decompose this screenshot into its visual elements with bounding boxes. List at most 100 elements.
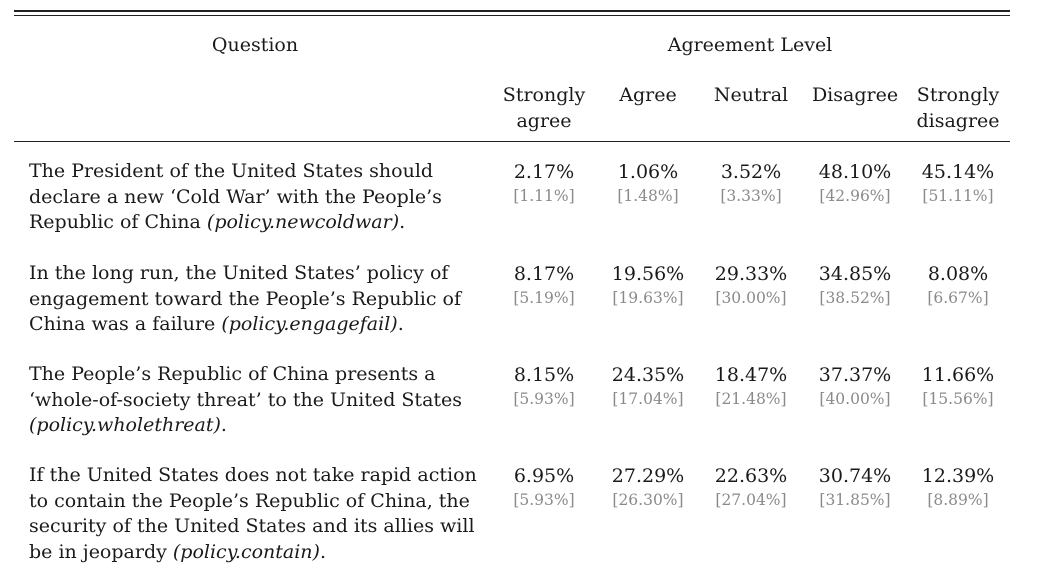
question-line: In the long run, the United States’ poli… (29, 262, 449, 284)
percent-value: 18.47% (714, 364, 788, 386)
top-rule-outer (14, 10, 1010, 12)
question-line: be in jeopardy (policy.contain). (29, 540, 489, 566)
question-text-row-2: In the long run, the United States’ poli… (29, 261, 489, 338)
benchmark-value: [51.11%] (922, 187, 994, 205)
question-text-row-3: The People’s Republic of China presents … (29, 362, 489, 439)
benchmark-value: [1.11%] (513, 187, 575, 205)
percent-value: 29.33% (714, 263, 788, 285)
benchmark-value: [38.52%] (819, 289, 891, 307)
col-header-line2: disagree (916, 110, 1000, 132)
question-line: The People’s Republic of China presents … (29, 363, 436, 385)
question-line: China was a failure (policy.engagefail). (29, 312, 489, 338)
top-rule-inner (14, 15, 1010, 17)
benchmark-value: [1.48%] (617, 187, 679, 205)
col-header-line1: Disagree (811, 84, 899, 106)
col-header-neutral: Neutral (701, 82, 801, 108)
percent-value: 1.06% (617, 161, 679, 183)
question-suffix: . (399, 211, 406, 233)
percent-value: 45.14% (921, 161, 995, 183)
cell-strongly-agree: 8.15% [5.93%] (494, 362, 594, 410)
percent-value: 22.63% (714, 465, 788, 487)
benchmark-value: [26.30%] (612, 491, 684, 509)
cell-agree: 19.56% [19.63%] (598, 261, 698, 309)
cell-strongly-agree: 6.95% [5.93%] (494, 463, 594, 511)
percent-value: 27.29% (611, 465, 685, 487)
percent-value: 24.35% (611, 364, 685, 386)
col-header-line1: Strongly (502, 84, 586, 106)
cell-neutral: 3.52% [3.33%] (701, 159, 801, 207)
benchmark-value: [42.96%] (819, 187, 891, 205)
percent-value: 11.66% (921, 364, 995, 386)
cell-strongly-disagree: 12.39% [8.89%] (908, 463, 1008, 511)
cell-neutral: 22.63% [27.04%] (701, 463, 801, 511)
question-line-text: China was a failure (29, 313, 222, 335)
benchmark-value: [31.85%] (819, 491, 891, 509)
percent-value: 19.56% (611, 263, 685, 285)
col-header-disagree: Disagree (805, 82, 905, 108)
question-suffix: . (220, 414, 227, 436)
cell-strongly-disagree: 45.14% [51.11%] (908, 159, 1008, 207)
percent-value: 12.39% (921, 465, 995, 487)
benchmark-value: [5.93%] (513, 491, 575, 509)
agreement-level-header: Agreement Level (667, 34, 833, 56)
question-line: declare a new ‘Cold War’ with the People… (29, 185, 442, 208)
cell-disagree: 48.10% [42.96%] (805, 159, 905, 207)
benchmark-value: [6.67%] (927, 289, 989, 307)
percent-value: 48.10% (818, 161, 892, 183)
cell-strongly-agree: 8.17% [5.19%] (494, 261, 594, 309)
percent-value: 8.17% (513, 263, 575, 285)
benchmark-value: [40.00%] (819, 390, 891, 408)
question-line: (policy.wholethreat). (29, 413, 489, 439)
benchmark-value: [5.93%] (513, 390, 575, 408)
header-rule (14, 141, 1010, 143)
cell-agree: 27.29% [26.30%] (598, 463, 698, 511)
question-line: ‘whole-of-society threat’ to the United … (29, 388, 463, 411)
benchmark-value: [30.00%] (715, 289, 787, 307)
percent-value: 34.85% (818, 263, 892, 285)
col-header-line1: Strongly (916, 84, 1000, 106)
benchmark-value: [15.56%] (922, 390, 994, 408)
question-line: to contain the People’s Republic of Chin… (29, 489, 470, 512)
percent-value: 6.95% (513, 465, 575, 487)
benchmark-value: [8.89%] (927, 491, 989, 509)
cell-disagree: 34.85% [38.52%] (805, 261, 905, 309)
question-text-row-4: If the United States does not take rapid… (29, 463, 489, 565)
percent-value: 37.37% (818, 364, 892, 386)
percent-value: 8.08% (927, 263, 989, 285)
question-line: security of the United States and its al… (29, 515, 475, 537)
variable-name: (policy.newcoldwar) (206, 211, 400, 233)
question-line-text: Republic of China (29, 211, 207, 233)
question-line: engagement toward the People’s Republic … (29, 287, 461, 310)
col-header-agree: Agree (598, 82, 698, 108)
question-line: If the United States does not take rapid… (29, 464, 477, 486)
cell-neutral: 18.47% [21.48%] (701, 362, 801, 410)
benchmark-value: [21.48%] (715, 390, 787, 408)
question-line: Republic of China (policy.newcoldwar). (29, 210, 489, 236)
benchmark-value: [5.19%] (513, 289, 575, 307)
question-header: Question (211, 34, 299, 56)
cell-disagree: 37.37% [40.00%] (805, 362, 905, 410)
variable-name: (policy.engagefail) (221, 313, 398, 335)
cell-disagree: 30.74% [31.85%] (805, 463, 905, 511)
cell-strongly-disagree: 11.66% [15.56%] (908, 362, 1008, 410)
benchmark-value: [19.63%] (612, 289, 684, 307)
col-header-strongly-disagree: Strongly disagree (908, 82, 1008, 134)
cell-strongly-agree: 2.17% [1.11%] (494, 159, 594, 207)
cell-strongly-disagree: 8.08% [6.67%] (908, 261, 1008, 309)
percent-value: 3.52% (720, 161, 782, 183)
question-line: The President of the United States shoul… (29, 160, 434, 182)
question-suffix: . (397, 313, 404, 335)
benchmark-value: [27.04%] (715, 491, 787, 509)
question-text-row-1: The President of the United States shoul… (29, 159, 489, 236)
col-header-line1: Neutral (713, 84, 789, 106)
cell-neutral: 29.33% [30.00%] (701, 261, 801, 309)
percent-value: 2.17% (513, 161, 575, 183)
benchmark-value: [17.04%] (612, 390, 684, 408)
col-header-line1: Agree (619, 84, 677, 106)
benchmark-value: [3.33%] (720, 187, 782, 205)
question-suffix: . (319, 540, 327, 563)
percent-value: 8.15% (513, 364, 575, 386)
question-line-text: be in jeopardy (29, 540, 173, 563)
percent-value: 30.74% (818, 465, 892, 487)
variable-name: (policy.contain) (172, 540, 320, 563)
